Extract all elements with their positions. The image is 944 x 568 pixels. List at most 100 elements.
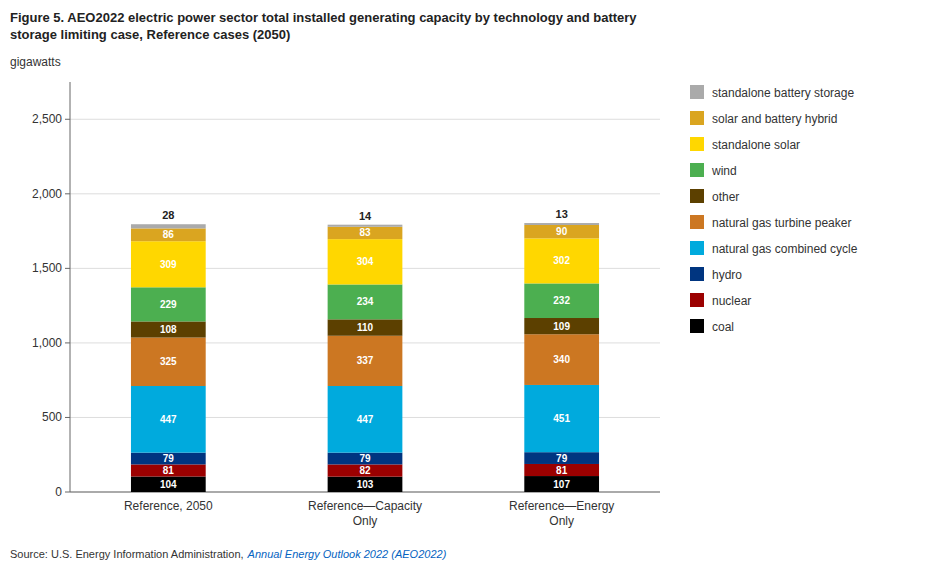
bar-segment xyxy=(328,464,403,476)
grid-line xyxy=(70,193,660,194)
legend-entry: wind xyxy=(711,164,737,178)
data-label: 325 xyxy=(160,356,177,367)
data-label: 337 xyxy=(357,355,374,366)
bar-segment xyxy=(524,464,599,476)
x-tick-label-line: Reference, 2050 xyxy=(124,499,213,513)
data-label: 81 xyxy=(556,465,568,476)
y-tick xyxy=(65,342,70,343)
x-tick-label-line: Reference—Energy xyxy=(509,499,614,513)
x-tick-label: Reference—CapacityOnly xyxy=(308,499,422,528)
chart: Figure 5. AEO2022 electric power sector … xyxy=(0,0,944,568)
data-label: 107 xyxy=(553,479,570,490)
data-label: 309 xyxy=(160,259,177,270)
bar-segment xyxy=(524,238,599,283)
data-label: 82 xyxy=(359,465,371,476)
bar-segment xyxy=(131,287,206,321)
title-line: Figure 5. AEO2022 electric power sector … xyxy=(10,10,637,25)
data-label: 304 xyxy=(357,256,374,267)
top-label: 13 xyxy=(556,208,568,220)
bar-segment xyxy=(131,338,206,386)
data-label: 103 xyxy=(357,479,374,490)
y-tick-label: 2,000 xyxy=(32,187,62,201)
x-tick-label-line: Reference—Capacity xyxy=(308,499,422,513)
title-line: storage limiting case, Reference cases (… xyxy=(10,27,290,42)
grid-line xyxy=(70,119,660,120)
y-tick-label: 2,500 xyxy=(32,112,62,126)
legend-swatch xyxy=(690,215,704,229)
legend-entry: standalone solar xyxy=(712,138,800,152)
y-tick xyxy=(65,492,70,493)
bar-segment xyxy=(524,223,599,225)
source-note: Source: U.S. Energy Information Administ… xyxy=(10,548,447,560)
y-tick-label: 0 xyxy=(55,485,62,499)
data-label: 86 xyxy=(163,229,175,240)
title: Figure 5. AEO2022 electric power sector … xyxy=(10,10,637,42)
data-label: 447 xyxy=(160,414,177,425)
y-tick-label: 1,500 xyxy=(32,261,62,275)
data-label: 340 xyxy=(553,354,570,365)
data-label: 81 xyxy=(163,465,175,476)
data-label: 447 xyxy=(357,414,374,425)
bar-segment xyxy=(524,225,599,238)
legend-entry: nuclear xyxy=(712,294,751,308)
bar-segment xyxy=(524,283,599,318)
bar-segment xyxy=(131,224,206,228)
bar-segment xyxy=(524,476,599,492)
legend-entry: solar and battery hybrid xyxy=(712,112,837,126)
bar-segment xyxy=(131,453,206,465)
legend-swatch xyxy=(690,319,704,333)
x-tick-label-line: Only xyxy=(353,514,378,528)
y-tick xyxy=(65,119,70,120)
data-labels: 1041031078182817979794474474513253373401… xyxy=(160,208,570,490)
bar-segment xyxy=(524,334,599,385)
data-label: 302 xyxy=(553,255,570,266)
bar-segment xyxy=(524,452,599,464)
legend-entry: hydro xyxy=(712,268,742,282)
bar-segment xyxy=(328,336,403,386)
data-label: 451 xyxy=(553,413,570,424)
y-tick xyxy=(65,417,70,418)
data-label: 79 xyxy=(359,453,371,464)
legend-swatch xyxy=(690,267,704,281)
data-label: 229 xyxy=(160,299,177,310)
top-label: 28 xyxy=(162,209,174,221)
legend-swatch xyxy=(690,85,704,99)
bar-segment xyxy=(524,318,599,334)
data-label: 79 xyxy=(556,453,568,464)
bar-segment xyxy=(131,321,206,337)
legend-swatch xyxy=(690,293,704,307)
legend-swatch xyxy=(690,241,704,255)
bar-segment xyxy=(328,225,403,227)
legend-entry: other xyxy=(712,190,739,204)
bar-segment xyxy=(328,453,403,465)
bar-segment xyxy=(131,386,206,453)
data-label: 83 xyxy=(359,227,371,238)
data-label: 110 xyxy=(357,322,374,333)
legend-swatch xyxy=(690,163,704,177)
data-label: 108 xyxy=(160,324,177,335)
bar-segment xyxy=(328,386,403,453)
top-label: 14 xyxy=(359,210,372,222)
legend: standalone battery storage solar and batt… xyxy=(690,85,858,334)
y-axis-line xyxy=(70,82,71,492)
y-tick-label: 1,000 xyxy=(32,336,62,350)
data-label: 109 xyxy=(553,321,570,332)
y-tick xyxy=(65,268,70,269)
bar-segment xyxy=(328,227,403,239)
legend-entry: standalone battery storage xyxy=(712,86,854,100)
bar-segment xyxy=(328,239,403,284)
data-label: 79 xyxy=(163,453,175,464)
source-text: Source: U.S. Energy Information Administ… xyxy=(10,548,244,560)
legend-entry: natural gas turbine peaker xyxy=(712,216,851,230)
legend-swatch xyxy=(690,189,704,203)
legend-entry: natural gas combined cycle xyxy=(712,242,858,256)
source-link: Annual Energy Outlook 2022 (AEO2022) xyxy=(247,548,447,560)
x-tick-label: Reference—EnergyOnly xyxy=(509,499,614,528)
data-label: 232 xyxy=(553,295,570,306)
bar-segment xyxy=(131,464,206,476)
data-label: 90 xyxy=(556,226,568,237)
y-axis-label: gigawatts xyxy=(10,55,61,69)
bar-segment xyxy=(328,477,403,492)
bar-segment xyxy=(524,385,599,452)
bar-segment xyxy=(131,241,206,287)
